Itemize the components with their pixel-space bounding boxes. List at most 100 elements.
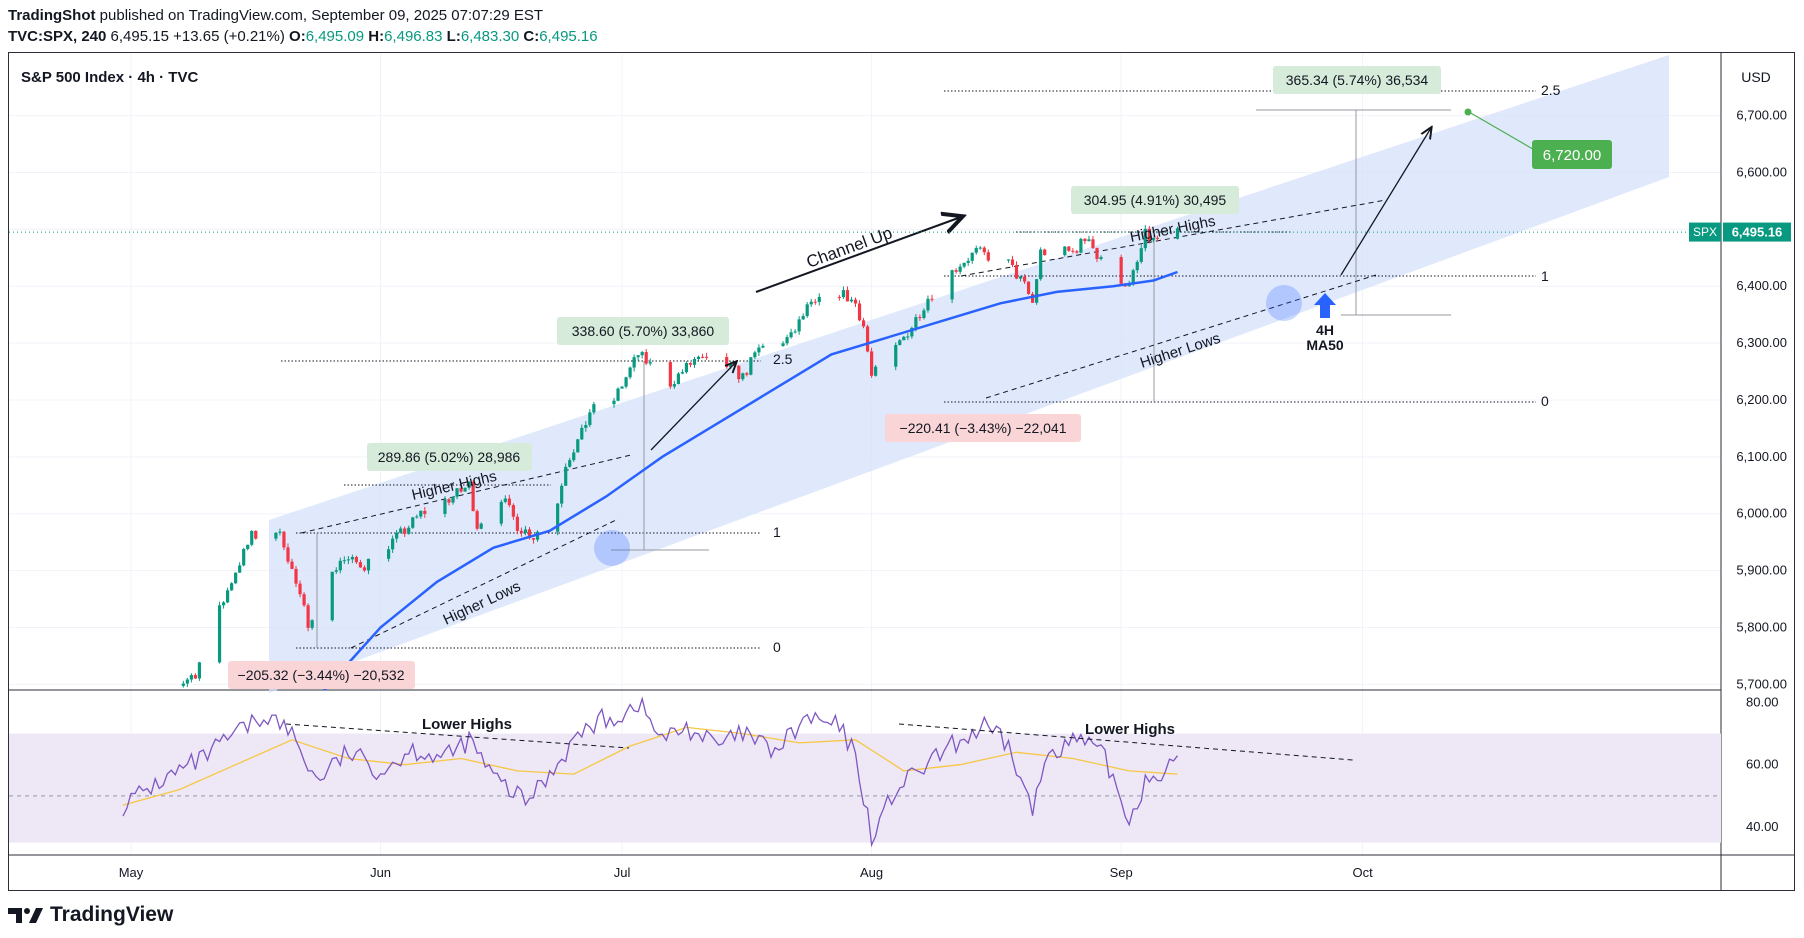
candle-body[interactable] <box>479 523 483 529</box>
candle-body[interactable] <box>230 583 234 591</box>
candle-body[interactable] <box>1079 238 1083 253</box>
candle-body[interactable] <box>242 548 246 566</box>
candle-body[interactable] <box>403 528 407 534</box>
candle-body[interactable] <box>588 412 592 426</box>
candle-body[interactable] <box>278 531 282 533</box>
candle-body[interactable] <box>354 557 358 563</box>
candle-body[interactable] <box>982 247 986 253</box>
candle-body[interactable] <box>234 572 238 584</box>
candle-body[interactable] <box>197 662 202 679</box>
candle-body[interactable] <box>1091 239 1095 248</box>
candle-body[interactable] <box>865 326 870 352</box>
candle-body[interactable] <box>423 510 427 514</box>
candle-body[interactable] <box>246 544 250 549</box>
candle-body[interactable] <box>757 347 761 353</box>
candle-body[interactable] <box>1147 228 1151 241</box>
candle-body[interactable] <box>282 531 286 548</box>
candle-body[interactable] <box>584 425 588 428</box>
candle-body[interactable] <box>298 583 302 595</box>
candle-body[interactable] <box>805 304 809 317</box>
candle-body[interactable] <box>692 359 697 365</box>
candle-body[interactable] <box>350 557 354 560</box>
candle-body[interactable] <box>290 561 294 569</box>
candle-body[interactable] <box>1014 265 1019 279</box>
candle-body[interactable] <box>785 337 789 344</box>
candle-body[interactable] <box>576 439 580 453</box>
candle-body[interactable] <box>564 466 568 486</box>
candle-body[interactable] <box>346 559 350 561</box>
candle-body[interactable] <box>447 499 451 503</box>
candle-body[interactable] <box>238 565 242 573</box>
candle-body[interactable] <box>874 366 878 376</box>
candle-body[interactable] <box>560 485 564 504</box>
ma50-line[interactable] <box>323 270 1178 691</box>
candle-body[interactable] <box>366 558 371 571</box>
candle-body[interactable] <box>761 345 765 348</box>
candle-body[interactable] <box>338 560 342 571</box>
candle-body[interactable] <box>930 298 934 300</box>
candle-body[interactable] <box>918 317 922 319</box>
candle-body[interactable] <box>1139 248 1143 262</box>
candle-body[interactable] <box>443 499 447 514</box>
candle-body[interactable] <box>793 331 797 333</box>
candle-body[interactable] <box>330 571 334 621</box>
candle-body[interactable] <box>568 460 572 467</box>
candle-body[interactable] <box>704 356 709 358</box>
candle-body[interactable] <box>684 363 689 373</box>
candle-body[interactable] <box>455 488 459 497</box>
candle-body[interactable] <box>471 482 475 512</box>
candle-body[interactable] <box>1010 259 1015 266</box>
candle-body[interactable] <box>1006 259 1011 261</box>
candle-body[interactable] <box>813 301 817 303</box>
candle-body[interactable] <box>193 675 197 679</box>
candle-body[interactable] <box>861 320 866 327</box>
candle-body[interactable] <box>986 252 990 261</box>
candle-body[interactable] <box>1067 246 1071 251</box>
candle-body[interactable] <box>189 675 193 680</box>
candle-body[interactable] <box>781 343 785 346</box>
candle-body[interactable] <box>523 529 528 533</box>
candle-body[interactable] <box>809 301 813 305</box>
candle-body[interactable] <box>286 547 290 562</box>
candle-body[interactable] <box>1075 251 1079 253</box>
candle-body[interactable] <box>870 351 874 376</box>
candle-body[interactable] <box>580 427 584 440</box>
candle-body[interactable] <box>1083 238 1087 242</box>
candle-body[interactable] <box>970 252 974 261</box>
target-badge[interactable] <box>1532 140 1612 169</box>
candle-body[interactable] <box>628 367 632 378</box>
candle-body[interactable] <box>387 549 391 559</box>
candle-body[interactable] <box>221 602 226 606</box>
candle-body[interactable] <box>519 530 524 533</box>
candle-body[interactable] <box>612 400 616 405</box>
tradingview-logo[interactable]: TradingView <box>8 903 173 927</box>
candle-body[interactable] <box>1087 239 1091 242</box>
candle-body[interactable] <box>391 538 395 550</box>
candle-body[interactable] <box>1099 257 1103 259</box>
candle-body[interactable] <box>841 290 846 298</box>
candle-body[interactable] <box>853 299 858 304</box>
candle-body[interactable] <box>914 317 918 328</box>
candle-body[interactable] <box>572 452 576 461</box>
candle-body[interactable] <box>395 532 399 539</box>
candle-body[interactable] <box>250 530 254 545</box>
candle-body[interactable] <box>411 517 415 528</box>
candle-body[interactable] <box>1143 228 1147 249</box>
chart-svg[interactable]: Channel Up Higher Highs Higher Lows High… <box>9 53 1794 890</box>
candle-body[interactable] <box>181 683 185 686</box>
candle-body[interactable] <box>966 260 970 263</box>
candle-body[interactable] <box>954 270 958 272</box>
candle-body[interactable] <box>837 296 841 298</box>
candle-body[interactable] <box>1095 247 1099 259</box>
candle-body[interactable] <box>459 488 463 492</box>
candle-body[interactable] <box>640 352 644 356</box>
candle-body[interactable] <box>797 319 801 332</box>
candle-body[interactable] <box>910 327 914 337</box>
candle-body[interactable] <box>789 332 793 338</box>
candle-body[interactable] <box>1039 249 1043 280</box>
candle-body[interactable] <box>962 262 966 267</box>
candle-body[interactable] <box>1135 261 1139 271</box>
candle-body[interactable] <box>362 567 367 571</box>
candle-body[interactable] <box>274 532 278 539</box>
candle-body[interactable] <box>306 605 310 628</box>
